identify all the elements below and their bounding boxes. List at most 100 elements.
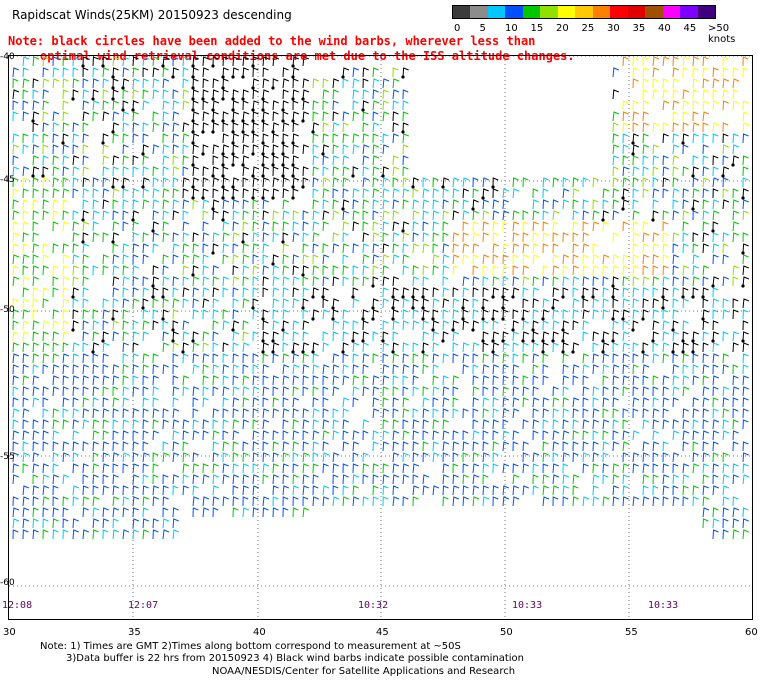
wind-barb [632,386,639,397]
wind-barb [422,386,429,397]
wind-barb [172,199,180,210]
wind-barb [582,221,589,232]
wind-barb [552,408,559,419]
wind-barb [702,89,710,100]
wind-barb [172,243,180,254]
wind-barb [62,452,69,463]
time-label: 10:33 [512,600,543,611]
wind-barb [552,309,559,320]
wind-barb [332,485,339,496]
wind-barb [392,122,399,133]
wind-barb [732,276,739,287]
wind-barb [322,331,329,342]
wind-barb [182,485,189,496]
wind-barb [662,397,670,408]
wind-barb [492,265,499,276]
wind-barb [562,452,570,463]
wind-barb [442,441,450,452]
wind-barb [212,177,220,188]
wind-barb [162,441,169,452]
wind-barb [72,452,79,463]
wind-barb [222,210,229,221]
wind-barb [232,210,239,221]
wind-barb [312,386,319,397]
wind-barb [132,188,139,199]
wind-barb [352,111,359,122]
wind-barb [372,386,380,397]
wind-barb [532,386,539,397]
wind-barb [262,452,269,463]
wind-barb [192,452,199,463]
wind-barb [242,221,249,232]
wind-barb [652,78,659,89]
wind-barb [252,452,259,463]
wind-barb [22,276,30,287]
wind-barb [692,111,699,122]
wind-barb [462,364,469,375]
wind-barb [102,177,109,188]
wind-barb [212,309,219,320]
wind-barb [42,210,49,221]
contamination-dot [171,75,175,79]
wind-barb [122,265,129,276]
wind-barb [412,265,419,276]
wind-barb [352,276,359,287]
wind-barb [82,364,90,375]
wind-barb [462,210,470,221]
wind-barb [32,155,39,166]
contamination-dot [291,75,295,79]
wind-barb [302,496,309,507]
wind-barb [272,298,279,309]
wind-barb [302,221,309,232]
wind-barb [572,452,579,463]
wind-barb [522,463,529,474]
wind-barb [392,133,399,144]
wind-barb [112,298,119,309]
wind-barb [22,397,29,408]
wind-barb [702,441,709,452]
wind-barb [92,397,99,408]
wind-barb [562,265,569,276]
contamination-dot [741,251,745,255]
wind-barb [382,254,390,265]
lat-label: -50 [0,305,15,315]
contamination-dot [311,350,315,354]
wind-barb [22,166,30,177]
wind-barb [532,243,540,254]
wind-barb [692,155,699,166]
wind-barb [132,496,140,507]
wind-barb [672,100,680,111]
wind-barb [112,67,119,78]
wind-barb [72,408,79,419]
contamination-dot [251,306,255,310]
wind-barb [112,364,120,375]
wind-barb [252,298,259,309]
wind-barb [742,122,749,133]
wind-barb [122,89,129,100]
contamination-dot [431,317,435,321]
wind-barb [82,485,89,496]
wind-barb [222,78,229,89]
wind-barb [722,309,730,320]
wind-barb [342,177,349,188]
wind-barb [42,463,49,474]
wind-barb [332,298,340,309]
wind-barb [742,331,749,342]
wind-barb [282,397,289,408]
wind-barb [662,353,669,364]
wind-barb [172,353,179,364]
wind-barb [242,210,249,221]
wind-barb [412,199,420,210]
wind-barb [62,342,69,353]
wind-barb [312,287,319,298]
contamination-dot [691,350,695,354]
wind-barb [422,232,429,243]
wind-barb [372,221,379,232]
wind-barb [592,485,599,496]
wind-barb [202,386,209,397]
wind-barb [62,287,69,298]
wind-barb [22,254,30,265]
wind-barb [272,441,279,452]
wind-barb [612,353,619,364]
wind-barb [72,419,79,430]
